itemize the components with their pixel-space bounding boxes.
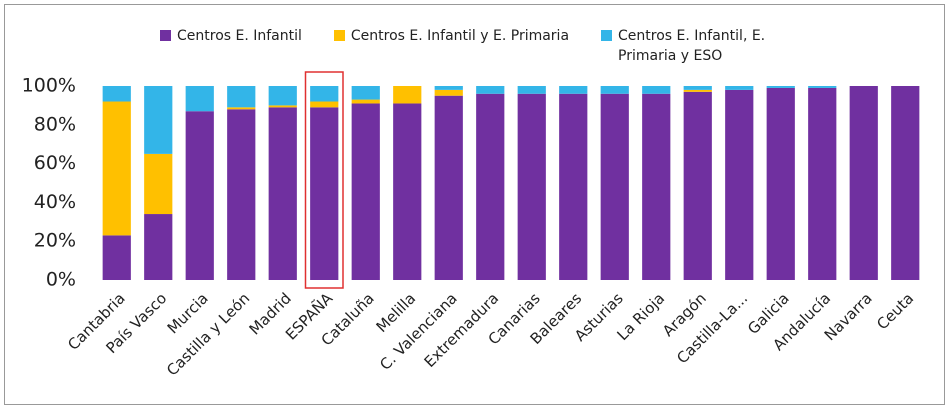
bar-segment bbox=[268, 105, 297, 108]
legend: Centros E. Infantil Centros E. Infantil y… bbox=[160, 26, 810, 66]
bar-segment bbox=[808, 87, 837, 280]
bar-segment bbox=[102, 101, 131, 236]
legend-label: Centros E. Infantil bbox=[177, 28, 302, 44]
bar-segment bbox=[310, 107, 339, 280]
bar-segment bbox=[642, 93, 671, 280]
bar-segment bbox=[351, 103, 380, 281]
bar-segment bbox=[185, 86, 214, 112]
bar-segment bbox=[351, 86, 380, 100]
bar-segment bbox=[725, 89, 754, 280]
bar-segment bbox=[310, 86, 339, 102]
bar-segment bbox=[849, 86, 878, 280]
y-tick-label: 0% bbox=[46, 269, 76, 291]
bar-segment bbox=[517, 86, 546, 94]
legend-swatch bbox=[333, 30, 345, 41]
bar-segment bbox=[683, 89, 712, 92]
legend-item: Centros E. Infantil y E. Primaria bbox=[333, 26, 570, 66]
bar-segment bbox=[144, 86, 173, 154]
bar-segment bbox=[102, 235, 131, 280]
bar-segment bbox=[268, 107, 297, 280]
bar-segment bbox=[393, 86, 422, 104]
bar-segment bbox=[683, 91, 712, 280]
bar-segment bbox=[559, 93, 588, 280]
bar-segment bbox=[434, 86, 463, 90]
bar-segment bbox=[642, 86, 671, 94]
bar-segment bbox=[434, 95, 463, 280]
bar-segment bbox=[891, 86, 920, 280]
bar-segment bbox=[144, 153, 173, 215]
bar-segment bbox=[559, 86, 588, 94]
bar-segment bbox=[102, 86, 131, 102]
bar-segment bbox=[393, 103, 422, 281]
y-tick-label: 20% bbox=[34, 230, 76, 252]
bar-segment bbox=[683, 86, 712, 90]
bar-segment bbox=[725, 86, 754, 90]
legend-label: Centros E. Infantil, E. Primaria y ESO bbox=[618, 28, 766, 64]
legend-item: Centros E. Infantil bbox=[160, 26, 302, 66]
bar-segment bbox=[185, 111, 214, 280]
bar-segment bbox=[144, 214, 173, 280]
x-tick-label: Ceuta bbox=[873, 289, 917, 333]
bar-segment bbox=[310, 101, 339, 108]
bar-segment bbox=[268, 86, 297, 106]
bar-segment bbox=[517, 93, 546, 280]
bar-segment bbox=[227, 86, 256, 108]
bar-segment bbox=[766, 87, 795, 280]
legend-label: Centros E. Infantil y E. Primaria bbox=[350, 28, 570, 44]
legend-item: Centros E. Infantil, E. Primaria y ESO bbox=[601, 26, 778, 66]
bar-segment bbox=[766, 86, 795, 88]
bar-segment bbox=[476, 86, 505, 94]
y-tick-label: 100% bbox=[22, 75, 76, 97]
y-tick-label: 40% bbox=[34, 191, 76, 213]
bar-segment bbox=[808, 86, 837, 88]
legend-swatch bbox=[160, 30, 171, 41]
bar-segment bbox=[434, 89, 463, 96]
bar-segment bbox=[351, 99, 380, 104]
bar-segment bbox=[227, 109, 256, 280]
highlight-box bbox=[304, 71, 344, 289]
y-tick-label: 60% bbox=[34, 152, 76, 174]
bar-segment bbox=[476, 93, 505, 280]
bar-segment bbox=[227, 107, 256, 110]
bar-segment bbox=[600, 93, 629, 280]
y-tick-label: 80% bbox=[34, 113, 76, 135]
legend-swatch bbox=[601, 30, 613, 41]
frame bbox=[4, 4, 945, 405]
bar-segment bbox=[600, 86, 629, 94]
